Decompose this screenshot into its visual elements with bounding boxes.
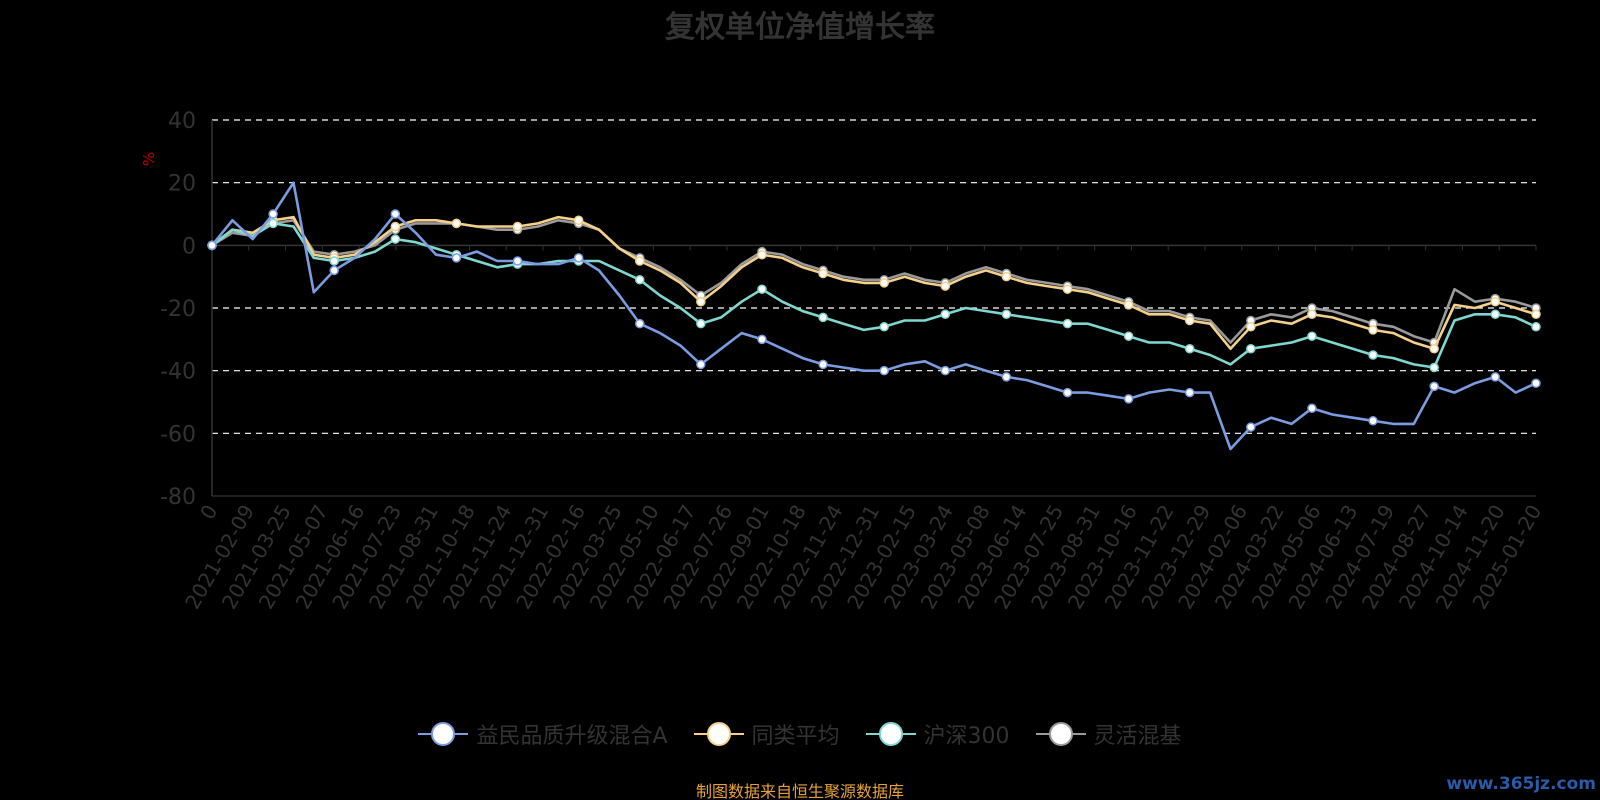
series-1-point-27[interactable] <box>757 249 767 260</box>
series-1-point-21[interactable] <box>635 256 645 266</box>
series-1-point-65[interactable] <box>1531 309 1541 320</box>
series-0-point-30[interactable] <box>818 359 828 370</box>
series-line-3 <box>211 219 1537 344</box>
series-0-point-48[interactable] <box>1184 387 1195 398</box>
series-2-point-30[interactable] <box>818 312 828 323</box>
series-1-point-36[interactable] <box>940 281 951 291</box>
series-1-point-57[interactable] <box>1368 325 1378 335</box>
series-0-point-36[interactable] <box>940 365 951 376</box>
series-1-point-51[interactable] <box>1246 322 1256 332</box>
series-2-point-60[interactable] <box>1429 362 1439 373</box>
series-0-point-15[interactable] <box>512 256 523 266</box>
series-0-point-27[interactable] <box>757 334 767 345</box>
series-2-point-24[interactable] <box>696 318 706 329</box>
series-1-point-15[interactable] <box>512 221 523 232</box>
legend-label-2: 沪深300 <box>923 724 1010 749</box>
series-2-point-36[interactable] <box>940 309 951 320</box>
y-tick-label-2: -40 <box>160 360 196 385</box>
series-2-point-48[interactable] <box>1184 343 1195 354</box>
series-0-point-63[interactable] <box>1490 372 1501 382</box>
series-1-point-54[interactable] <box>1307 309 1317 320</box>
legend-marker-3-icon <box>1035 720 1086 748</box>
series-2-point-6[interactable] <box>329 256 339 266</box>
grid-layer <box>212 119 1536 434</box>
series-2-point-9[interactable] <box>390 234 401 244</box>
series-0-point-65[interactable] <box>1531 378 1541 388</box>
series-2-point-54[interactable] <box>1307 331 1317 341</box>
series-1-point-18[interactable] <box>573 215 584 226</box>
series-0-point-54[interactable] <box>1307 403 1317 414</box>
chart-title: 复权单位净值增长率 <box>665 10 935 45</box>
series-layer <box>207 181 1541 451</box>
series-0-point-33[interactable] <box>879 365 889 376</box>
series-0-point-12[interactable] <box>451 253 462 263</box>
series-1-point-45[interactable] <box>1123 300 1134 310</box>
series-2-point-3[interactable] <box>268 218 278 229</box>
legend-marker-0-icon <box>418 720 469 748</box>
series-0-point-18[interactable] <box>573 253 584 263</box>
legend-item-0[interactable]: 益民品质升级混合A <box>418 718 668 750</box>
y-tick-label-5: 20 <box>168 172 196 197</box>
series-1-point-12[interactable] <box>451 218 462 229</box>
series-0-point-0[interactable] <box>207 240 217 251</box>
series-2-point-51[interactable] <box>1246 343 1256 354</box>
series-0-point-21[interactable] <box>635 318 645 329</box>
x-tick-label-0: 0 <box>195 501 222 524</box>
series-1-point-42[interactable] <box>1062 284 1073 294</box>
series-0-point-6[interactable] <box>329 265 339 276</box>
series-2-point-39[interactable] <box>1001 309 1012 320</box>
site-watermark: www.365jz.com <box>1446 774 1596 794</box>
series-2-point-63[interactable] <box>1490 309 1501 320</box>
legend-item-1[interactable]: 同类平均 <box>693 718 840 750</box>
legend-label-0: 益民品质升级混合A <box>476 724 668 749</box>
series-0-point-3[interactable] <box>268 209 278 219</box>
legend: 益民品质升级混合A 同类平均 沪深300 灵活混基 <box>0 718 1600 750</box>
series-0-point-42[interactable] <box>1062 387 1073 398</box>
series-2-point-27[interactable] <box>757 284 767 294</box>
series-2-point-57[interactable] <box>1368 350 1378 360</box>
legend-marker-2-icon <box>865 720 916 748</box>
series-1-point-33[interactable] <box>879 278 889 288</box>
legend-item-3[interactable]: 灵活混基 <box>1035 718 1182 750</box>
axis-layer: -80-60-40-200204002021-02-092021-03-2520… <box>160 109 1546 613</box>
series-2-point-45[interactable] <box>1123 331 1134 341</box>
series-2-point-42[interactable] <box>1062 318 1073 329</box>
series-1-point-39[interactable] <box>1001 271 1012 282</box>
legend-dot-1 <box>706 722 731 746</box>
y-tick-label-4: 0 <box>182 234 196 259</box>
legend-item-2[interactable]: 沪深300 <box>865 718 1010 750</box>
y-tick-label-0: -80 <box>160 485 196 510</box>
legend-marker-1-icon <box>693 720 744 748</box>
legend-label-1: 同类平均 <box>751 724 840 749</box>
series-0-point-45[interactable] <box>1123 394 1134 404</box>
series-0-point-51[interactable] <box>1246 422 1256 432</box>
series-0-point-60[interactable] <box>1429 381 1439 392</box>
legend-dot-2 <box>878 722 903 746</box>
series-0-point-24[interactable] <box>696 359 706 370</box>
series-2-point-33[interactable] <box>879 322 889 332</box>
y-tick-label-6: 40 <box>168 109 196 134</box>
series-1-point-9[interactable] <box>390 221 401 232</box>
series-2-point-65[interactable] <box>1531 322 1541 332</box>
series-0-point-9[interactable] <box>390 209 401 219</box>
series-1-point-60[interactable] <box>1429 343 1439 354</box>
series-1-point-24[interactable] <box>696 296 706 307</box>
series-1-point-30[interactable] <box>818 268 828 279</box>
series-1-point-63[interactable] <box>1490 296 1501 307</box>
legend-dot-0 <box>431 722 456 746</box>
y-tick-label-3: -20 <box>160 297 196 322</box>
legend-label-3: 灵活混基 <box>1093 724 1182 749</box>
series-1-point-48[interactable] <box>1184 315 1195 326</box>
y-tick-label-1: -60 <box>160 422 196 447</box>
series-0-point-39[interactable] <box>1001 372 1012 382</box>
data-source-note: 制图数据来自恒生聚源数据库 <box>695 782 904 800</box>
legend-dot-3 <box>1048 722 1073 746</box>
series-0-point-57[interactable] <box>1368 416 1378 426</box>
series-2-point-21[interactable] <box>635 275 645 285</box>
